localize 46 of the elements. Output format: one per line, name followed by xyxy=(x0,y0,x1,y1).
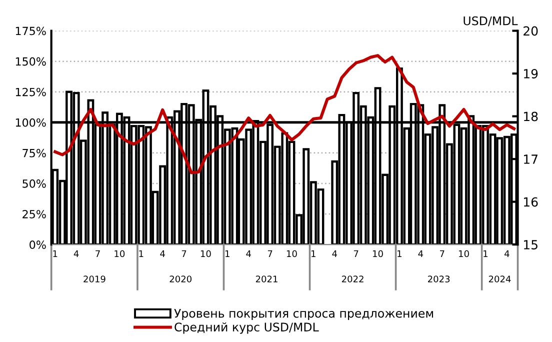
x-tick-label: 1 xyxy=(53,250,58,257)
y2-tick-label: 15 xyxy=(524,240,538,250)
x-tick-label: 4 xyxy=(504,250,510,257)
x-tick-label: 1 xyxy=(398,250,402,257)
y-tick-label: 175% xyxy=(16,26,46,36)
y-tick-label: 100% xyxy=(16,118,46,127)
x-tick-label: 4 xyxy=(160,250,165,257)
y-tick-label: 75% xyxy=(22,148,46,158)
x-tick-label: 7 xyxy=(96,250,100,257)
x-tick-label: 7 xyxy=(354,250,358,257)
line-series xyxy=(54,54,516,174)
x-tick-label: 10 xyxy=(373,250,383,258)
x-tick-label: 10 xyxy=(200,250,211,258)
text: 2022 xyxy=(342,276,364,282)
x-tick-label: 4 xyxy=(74,250,79,257)
text: 2024 xyxy=(488,276,511,282)
x-tick-label: 7 xyxy=(268,250,272,257)
y2-tick-label: 19 xyxy=(524,69,538,78)
x-tick-label: 10 xyxy=(286,250,297,258)
x-tick-label: 7 xyxy=(182,250,186,257)
x-tick-label: 1 xyxy=(139,250,144,257)
y-tick-label: 0% xyxy=(30,240,46,249)
x-tick-label: 4 xyxy=(418,250,424,257)
x-tick-label: 1 xyxy=(226,250,230,257)
x-tick-label: 10 xyxy=(459,250,469,258)
y-tick-label: 125% xyxy=(16,88,46,96)
x-tick-label: 4 xyxy=(246,250,251,257)
y2-tick-label: 20 xyxy=(524,26,538,36)
x-tick-label: 4 xyxy=(332,250,338,257)
text: 2021 xyxy=(256,276,278,282)
text: 2019 xyxy=(84,276,106,282)
y-tick-label: 150% xyxy=(16,57,46,66)
x-tick-label: 1 xyxy=(484,250,488,257)
y2-tick-label: 16 xyxy=(524,197,538,207)
x-tick-label: 7 xyxy=(440,250,444,257)
legend-label: Средний курс USD/MDL xyxy=(174,322,319,334)
y2-tick-label: 18 xyxy=(524,112,538,122)
legend-label: Уровень покрытия спроса предложением xyxy=(174,308,434,320)
text: 2023 xyxy=(428,276,450,282)
x-tick-label: 10 xyxy=(114,250,125,258)
y-tick-label: 25% xyxy=(22,210,46,218)
y-tick-label: 50% xyxy=(22,179,46,188)
x-tick-label: 1 xyxy=(312,250,316,257)
text: 2020 xyxy=(170,276,192,282)
y2-tick-label: 17 xyxy=(524,154,538,164)
y2-axis-title: USD/MDL xyxy=(464,16,518,26)
